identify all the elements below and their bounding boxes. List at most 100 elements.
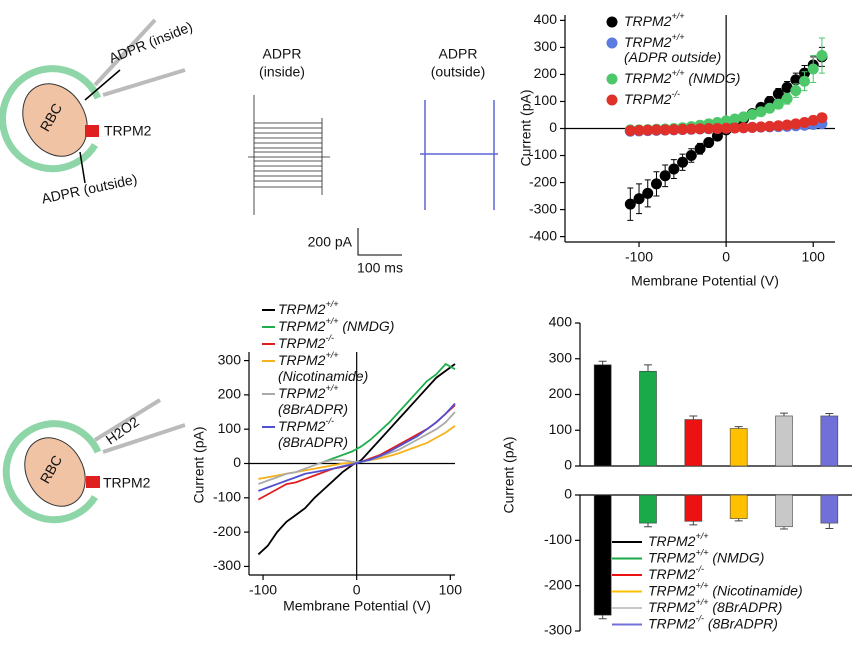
stimulus-label: ADPR (outside) xyxy=(40,171,138,207)
error-bar xyxy=(689,415,698,420)
data-point xyxy=(642,187,654,199)
y-tick-label: 0 xyxy=(564,457,572,473)
channel-icon xyxy=(86,476,100,488)
scale-label: 200 pA xyxy=(308,234,353,250)
data-point xyxy=(729,122,741,134)
data-point xyxy=(685,123,697,135)
y-tick-label: 200 xyxy=(549,385,573,401)
pipette xyxy=(102,68,186,97)
data-point xyxy=(772,88,784,100)
data-point xyxy=(816,50,828,62)
y-tick-label: -100 xyxy=(544,531,572,547)
y-tick-label: 300 xyxy=(218,351,242,367)
y-tick-label: -100 xyxy=(213,489,241,505)
scale-label: 100 ms xyxy=(357,260,403,276)
y-axis-label: Current (pA) xyxy=(191,426,207,503)
data-point xyxy=(799,75,811,87)
error-bar xyxy=(598,615,607,620)
data-point xyxy=(650,178,662,190)
legend-swatch xyxy=(606,37,618,49)
y-tick-label: 0 xyxy=(549,119,557,135)
legend-label: TRPM2-/- (8BrADPR) xyxy=(648,614,778,631)
arrow xyxy=(84,69,121,101)
legend-label: TRPM2+/+ (Nicotinamide) xyxy=(648,581,803,598)
line-series xyxy=(258,411,456,485)
bar xyxy=(729,428,748,467)
data-point xyxy=(668,124,680,136)
data-point xyxy=(659,170,671,182)
legend-swatch xyxy=(606,73,618,85)
data-point xyxy=(781,81,793,93)
cell-membrane xyxy=(2,420,102,524)
pipette xyxy=(93,18,157,87)
error-bar xyxy=(734,518,743,522)
trace-label: ADPR xyxy=(439,46,478,62)
data-point xyxy=(807,63,819,75)
data-point xyxy=(694,123,706,135)
channel-icon xyxy=(85,125,99,137)
legend-label: TRPM2+/+ xyxy=(624,11,684,28)
data-point xyxy=(711,130,723,142)
x-tick-label: 0 xyxy=(722,249,730,265)
x-tick-label: 100 xyxy=(802,249,826,265)
data-point xyxy=(633,193,645,205)
legend-label: TRPM2-/- (8BrADPR) xyxy=(278,416,348,449)
legend-label: TRPM2-/- xyxy=(624,89,680,106)
y-tick-label: 100 xyxy=(534,92,558,108)
x-tick-label: -100 xyxy=(625,249,653,265)
data-point xyxy=(659,124,671,136)
data-point xyxy=(677,156,689,168)
data-point xyxy=(703,137,715,149)
error-bar xyxy=(644,523,652,528)
y-tick-label: 100 xyxy=(549,421,573,437)
bar xyxy=(684,419,703,467)
data-point xyxy=(642,124,654,136)
legend-label: TRPM2+/+ (NMDG) xyxy=(278,316,394,333)
legend-label: TRPM2-/- xyxy=(278,333,334,350)
y-tick-label: -300 xyxy=(213,557,241,573)
x-axis-label: Membrane Potential (V) xyxy=(631,273,779,289)
x-axis-label: Membrane Potential (V) xyxy=(283,598,431,614)
data-point xyxy=(755,106,767,118)
data-point xyxy=(685,150,697,162)
data-point xyxy=(790,85,802,97)
legend-label: TRPM2+/+ xyxy=(278,299,338,316)
y-tick-label: -400 xyxy=(529,227,557,243)
legend-label: TRPM2+/+ (8BrADPR) xyxy=(278,383,348,416)
bar xyxy=(729,494,748,519)
data-point xyxy=(729,113,741,125)
current-traces xyxy=(248,95,330,215)
data-point xyxy=(816,112,828,124)
data-point xyxy=(624,198,636,210)
y-tick-label: -100 xyxy=(529,146,557,162)
y-tick-label: 0 xyxy=(233,454,241,470)
trace-label: (outside) xyxy=(431,64,485,80)
data-point xyxy=(772,98,784,110)
data-point xyxy=(703,123,715,134)
data-point xyxy=(799,117,811,129)
y-tick-label: 400 xyxy=(549,314,573,330)
x-tick-label: 100 xyxy=(439,582,463,598)
legend-label: TRPM2+/+ (NMDG) xyxy=(624,68,740,85)
scale-bar xyxy=(357,228,402,256)
y-tick-label: -200 xyxy=(544,576,572,592)
data-point xyxy=(807,114,819,126)
data-point xyxy=(746,108,758,120)
data-point xyxy=(781,93,793,105)
y-tick-label: -200 xyxy=(213,523,241,539)
legend-label: TRPM2+/+ (Nicotinamide) xyxy=(278,350,368,383)
error-bar xyxy=(598,360,607,365)
y-tick-label: 300 xyxy=(534,38,558,54)
trace-label: (inside) xyxy=(259,64,305,80)
bar xyxy=(639,494,657,524)
y-tick-label: 400 xyxy=(534,11,558,27)
legend-swatch xyxy=(606,16,618,28)
error-bar xyxy=(780,412,788,416)
data-point xyxy=(720,122,732,134)
data-point xyxy=(650,124,662,136)
x-tick-label: 0 xyxy=(353,582,361,598)
traces-panel: ADPR (inside) ADPR (outside) 200 pA 100 … xyxy=(248,46,498,276)
data-point xyxy=(781,119,793,131)
error-bar xyxy=(734,426,743,429)
diagram-h2o2: RBC H2O2 TRPM2 xyxy=(2,398,186,524)
